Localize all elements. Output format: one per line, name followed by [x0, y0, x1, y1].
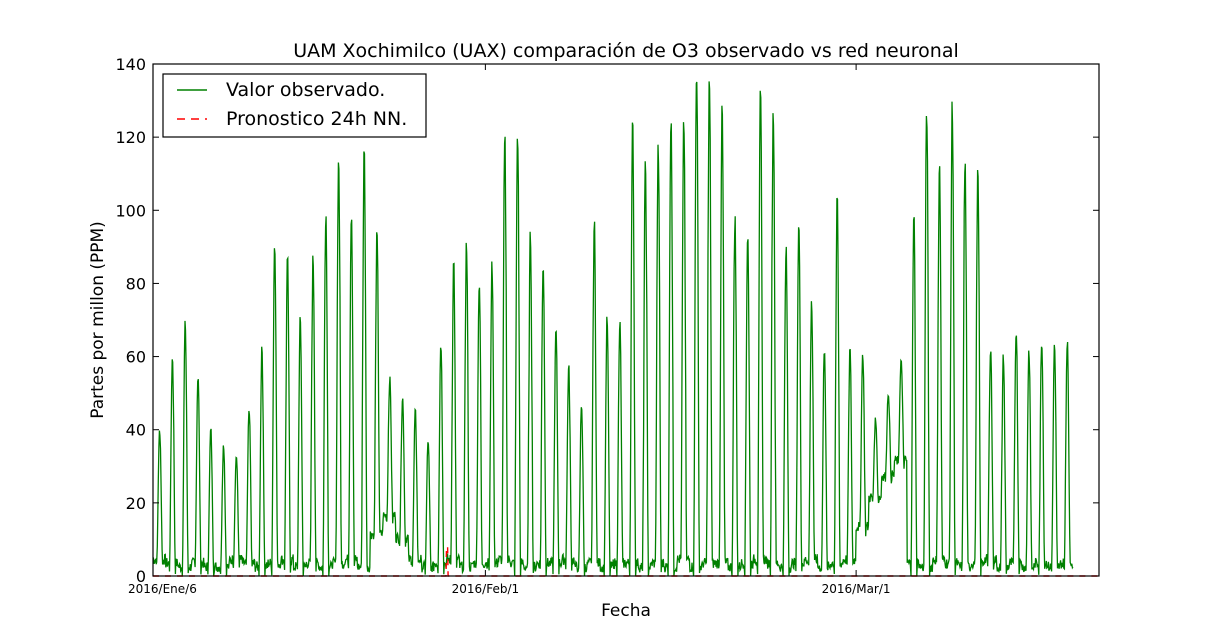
y-tick-label: 40 — [126, 421, 146, 440]
y-tick-label: 120 — [115, 128, 146, 147]
y-tick-label: 140 — [115, 55, 146, 74]
y-tick-label: 0 — [136, 567, 146, 586]
x-tick-label: 2016/Feb/1 — [452, 582, 520, 596]
plot-area — [153, 64, 1099, 576]
y-axis-label: Partes por millon (PPM) — [88, 221, 108, 419]
chart-title: UAM Xochimilco (UAX) comparación de O3 o… — [293, 40, 959, 62]
y-tick-label: 60 — [126, 348, 146, 367]
legend: Valor observado. Pronostico 24h NN. — [162, 73, 427, 138]
y-tick-label: 80 — [126, 274, 146, 293]
series-line-observed — [152, 81, 1074, 577]
legend-label-forecast: Pronostico 24h NN. — [226, 108, 407, 130]
x-tick-label: 2016/Mar/1 — [822, 582, 891, 596]
legend-label-observed: Valor observado. — [226, 79, 385, 101]
plot-frame — [152, 63, 1100, 577]
x-tick-label: 2016/Ene/6 — [128, 582, 197, 596]
x-axis-label: Fecha — [601, 601, 651, 621]
legend-box — [162, 73, 427, 138]
y-axis: 0 20 40 60 80 100 120 140 — [115, 55, 1099, 586]
y-tick-label: 100 — [115, 201, 146, 220]
x-axis: 2016/Ene/6 2016/Feb/1 2016/Mar/1 — [128, 64, 891, 596]
y-tick-label: 20 — [126, 494, 146, 513]
